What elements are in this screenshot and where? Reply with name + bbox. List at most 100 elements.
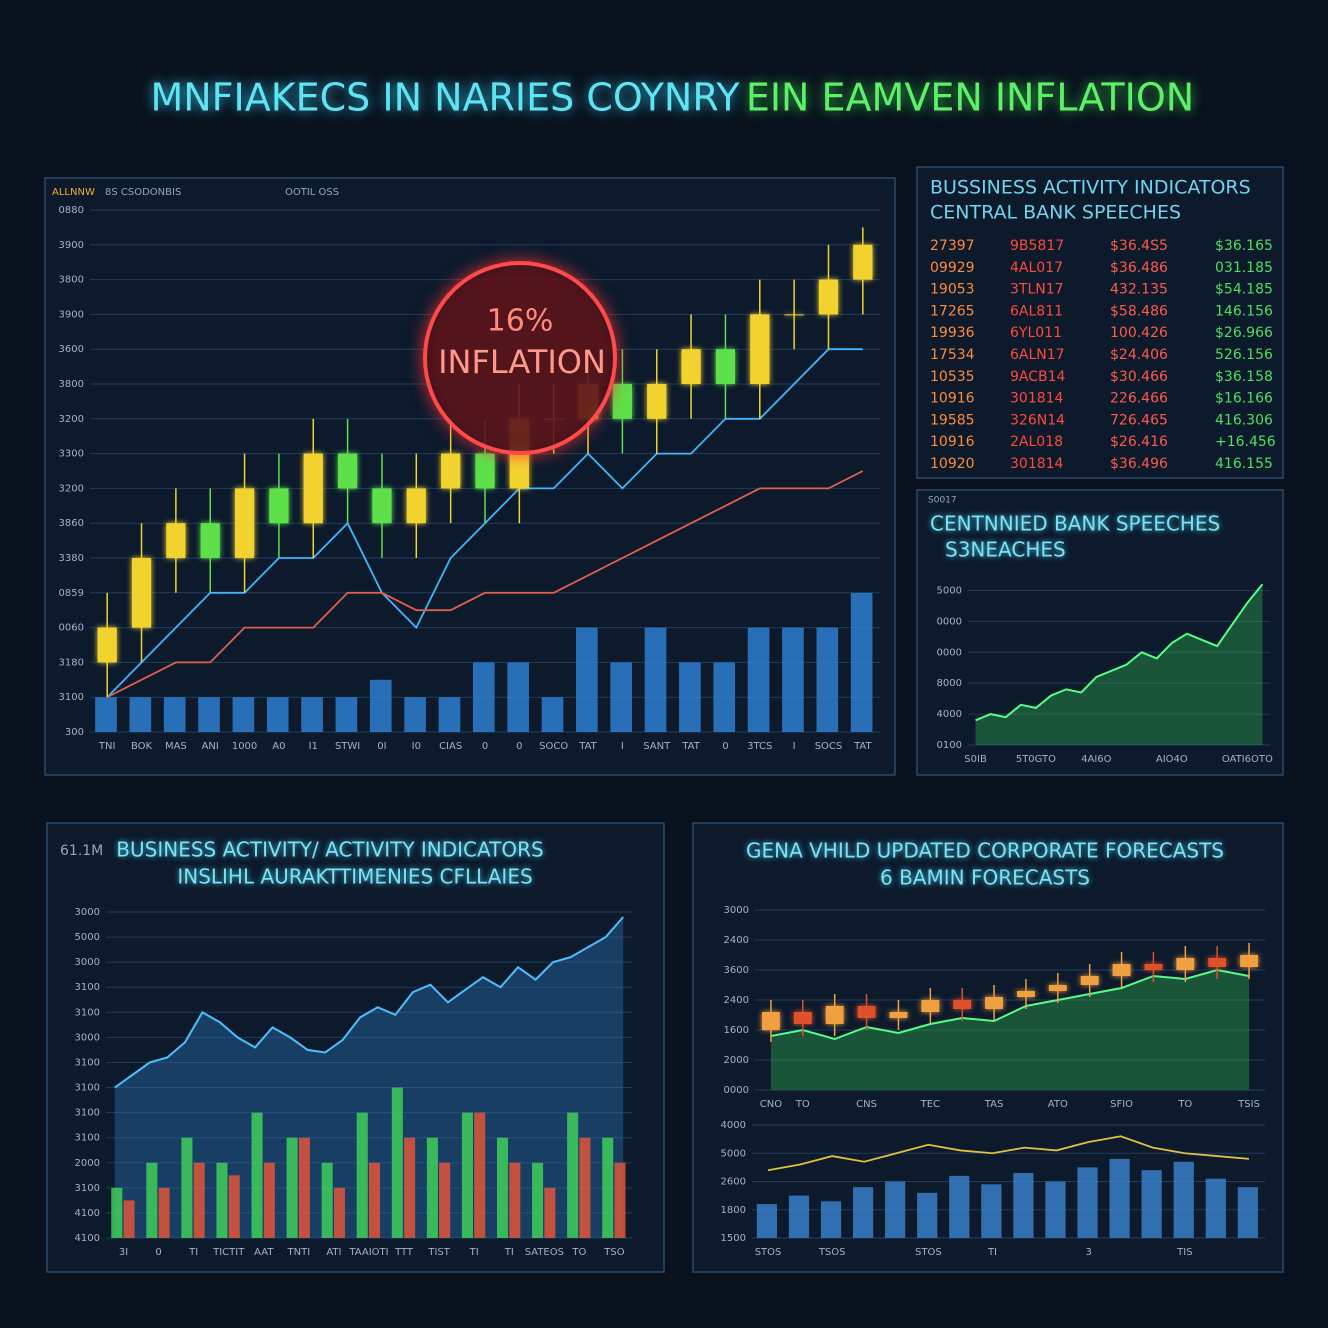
table-cell: 432.135 [1110,282,1168,298]
table-cell: 09929 [930,260,975,276]
y-tick-label: 3000 [75,907,100,918]
table-cell: $36.496 [1110,456,1168,472]
x-tick-label: TAT [853,741,872,752]
candle-body [921,1000,940,1012]
x-tick-label: TNI [98,741,116,752]
panel-title: BUSINESS ACTIVITY/ ACTIVITY INDICATORS [116,838,543,862]
x-tick-label: TI [504,1247,514,1258]
bar [472,662,495,732]
y-tick-label: 4000 [721,1120,746,1131]
y-tick-label: 5000 [75,932,100,943]
panel-subtitle: 6 BAMIN FORECASTS [880,866,1090,890]
bar [263,1162,275,1238]
candle-body [1048,985,1067,991]
y-tick-label: 3900 [59,240,84,251]
badge-value: 16% [487,304,554,339]
candle-body [406,488,426,524]
x-tick-label: AAT [254,1247,274,1258]
line [106,470,864,699]
table-cell: 326N14 [1010,412,1065,428]
candle-body [857,1006,876,1018]
title-part1: MNFIAKECS IN NARIES COYNRY [150,76,740,120]
bar [679,662,701,732]
x-tick-label: TSIS [1237,1099,1260,1110]
candle-body [1176,958,1195,970]
bar [602,1137,614,1238]
y-tick-label: 3100 [75,1133,100,1144]
bar [820,1201,842,1238]
table-cell: $36.486 [1110,260,1168,276]
y-tick-label: 3380 [59,553,84,564]
y-tick-label: 4100 [75,1233,100,1244]
x-tick-label: TO [1177,1099,1192,1110]
bar [158,1187,170,1238]
panel-subtitle: INSLIHL AURAKTTIMENIES CFLLAIES [177,865,532,889]
table-cell: 6YL011 [1010,325,1062,341]
bar [298,1137,310,1238]
y-tick-label: 1800 [721,1205,746,1216]
area [770,970,1250,1090]
y-tick-label: 3100 [75,1183,100,1194]
table-cell: 2AL018 [1010,434,1063,450]
candle-body [1208,958,1227,967]
legend-text: OOTIL OSS [285,187,339,198]
panel-title: GENA VHILD UPDATED CORPORATE FORECASTS [746,839,1224,863]
table-cell: 9B5817 [1010,238,1064,254]
x-tick-label: TO [795,1099,810,1110]
candle-body [337,453,358,489]
candle-body [793,1012,812,1024]
x-tick-label: OATI6OTO [1222,754,1273,765]
bar [509,1162,521,1238]
x-tick-label: 0I [377,741,386,752]
y-tick-label: 0859 [59,588,84,599]
bar [228,1175,240,1238]
badge-label: INFLATION [438,343,606,381]
bar [850,592,873,732]
y-tick-label: 8000 [937,678,962,689]
bar [544,1187,556,1238]
candle-body [269,488,289,524]
x-tick-label: I [621,741,624,752]
bar [333,1187,345,1238]
x-tick-label: TTT [394,1247,414,1258]
annotation: 61.1M [60,843,103,859]
candle-body [853,244,873,280]
table-panel [916,166,1284,479]
bar [1013,1173,1034,1238]
x-tick-label: TSOS [818,1247,846,1258]
table-cell: 031.185 [1215,260,1273,276]
bar [95,697,117,732]
candle-body [784,314,804,316]
bar [335,697,358,732]
table-cell: 17265 [930,303,975,319]
y-tick-label: 1600 [724,1025,749,1036]
x-tick-label: 3 [1085,1247,1091,1258]
table-cell: 10920 [930,456,975,472]
bar [917,1192,938,1238]
y-tick-label: 2000 [75,1158,100,1169]
candle-body [1017,991,1035,997]
table-cell: 4AL017 [1010,260,1063,276]
x-tick-label: A0 [272,741,285,752]
table-cell: 10916 [930,434,975,450]
bar [949,1175,970,1238]
bar [146,1162,158,1238]
x-tick-label: TAT [681,741,700,752]
bar [788,1195,810,1238]
bar [1173,1161,1194,1238]
x-tick-label: CIAS [439,741,462,752]
y-tick-label: 4100 [75,1208,100,1219]
y-tick-label: 0100 [937,740,962,751]
x-tick-label: SANT [643,741,671,752]
y-tick-label: 3600 [59,344,84,355]
table-cell: 19936 [930,325,975,341]
x-tick-label: ATI [326,1247,341,1258]
legend-text: 8S CSODONBIS [105,187,181,198]
candle-body [97,627,117,663]
y-tick-label: 3100 [59,692,84,703]
bar [404,1137,416,1238]
table-cell: 19053 [930,282,975,298]
x-tick-label: TAS [984,1099,1004,1110]
bar [852,1187,874,1238]
bar [713,662,736,732]
